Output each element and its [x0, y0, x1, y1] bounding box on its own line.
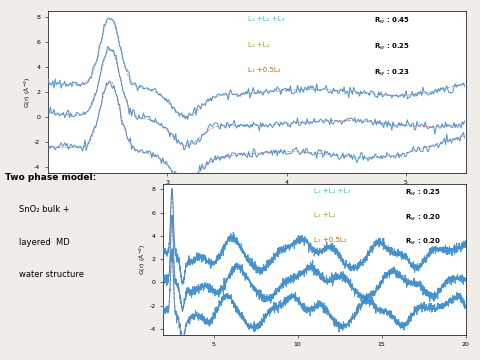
Text: L₁ +0.5L₂: L₁ +0.5L₂ — [249, 68, 281, 73]
Text: R$_w$ : 0.20: R$_w$ : 0.20 — [405, 212, 441, 222]
Text: L₁ +L₂: L₁ +L₂ — [249, 42, 270, 48]
Text: L₁ +L₂: L₁ +L₂ — [314, 212, 336, 218]
Text: R$_w$ : 0.25: R$_w$ : 0.25 — [405, 188, 441, 198]
Text: L₁ +L₂ +L₃: L₁ +L₂ +L₃ — [314, 188, 351, 194]
Y-axis label: G(r) (Å$^{-2}$): G(r) (Å$^{-2}$) — [138, 243, 148, 275]
Text: R$_w$ : 0.20: R$_w$ : 0.20 — [405, 237, 441, 247]
Text: L₁ +L₂ +L₃: L₁ +L₂ +L₃ — [249, 15, 285, 22]
Text: layered  MD: layered MD — [19, 238, 70, 247]
Text: R$_w$ : 0.25: R$_w$ : 0.25 — [374, 42, 409, 52]
Text: water structure: water structure — [19, 270, 84, 279]
Text: R$_w$ : 0.23: R$_w$ : 0.23 — [374, 68, 409, 78]
Text: R$_w$ : 0.45: R$_w$ : 0.45 — [374, 15, 410, 26]
Text: SnO₂ bulk +: SnO₂ bulk + — [19, 205, 70, 214]
Y-axis label: G(r) (Å$^{-2}$): G(r) (Å$^{-2}$) — [23, 76, 33, 108]
Text: L₁ +0.5L₂: L₁ +0.5L₂ — [314, 237, 347, 243]
Text: Two phase model:: Two phase model: — [5, 173, 96, 182]
